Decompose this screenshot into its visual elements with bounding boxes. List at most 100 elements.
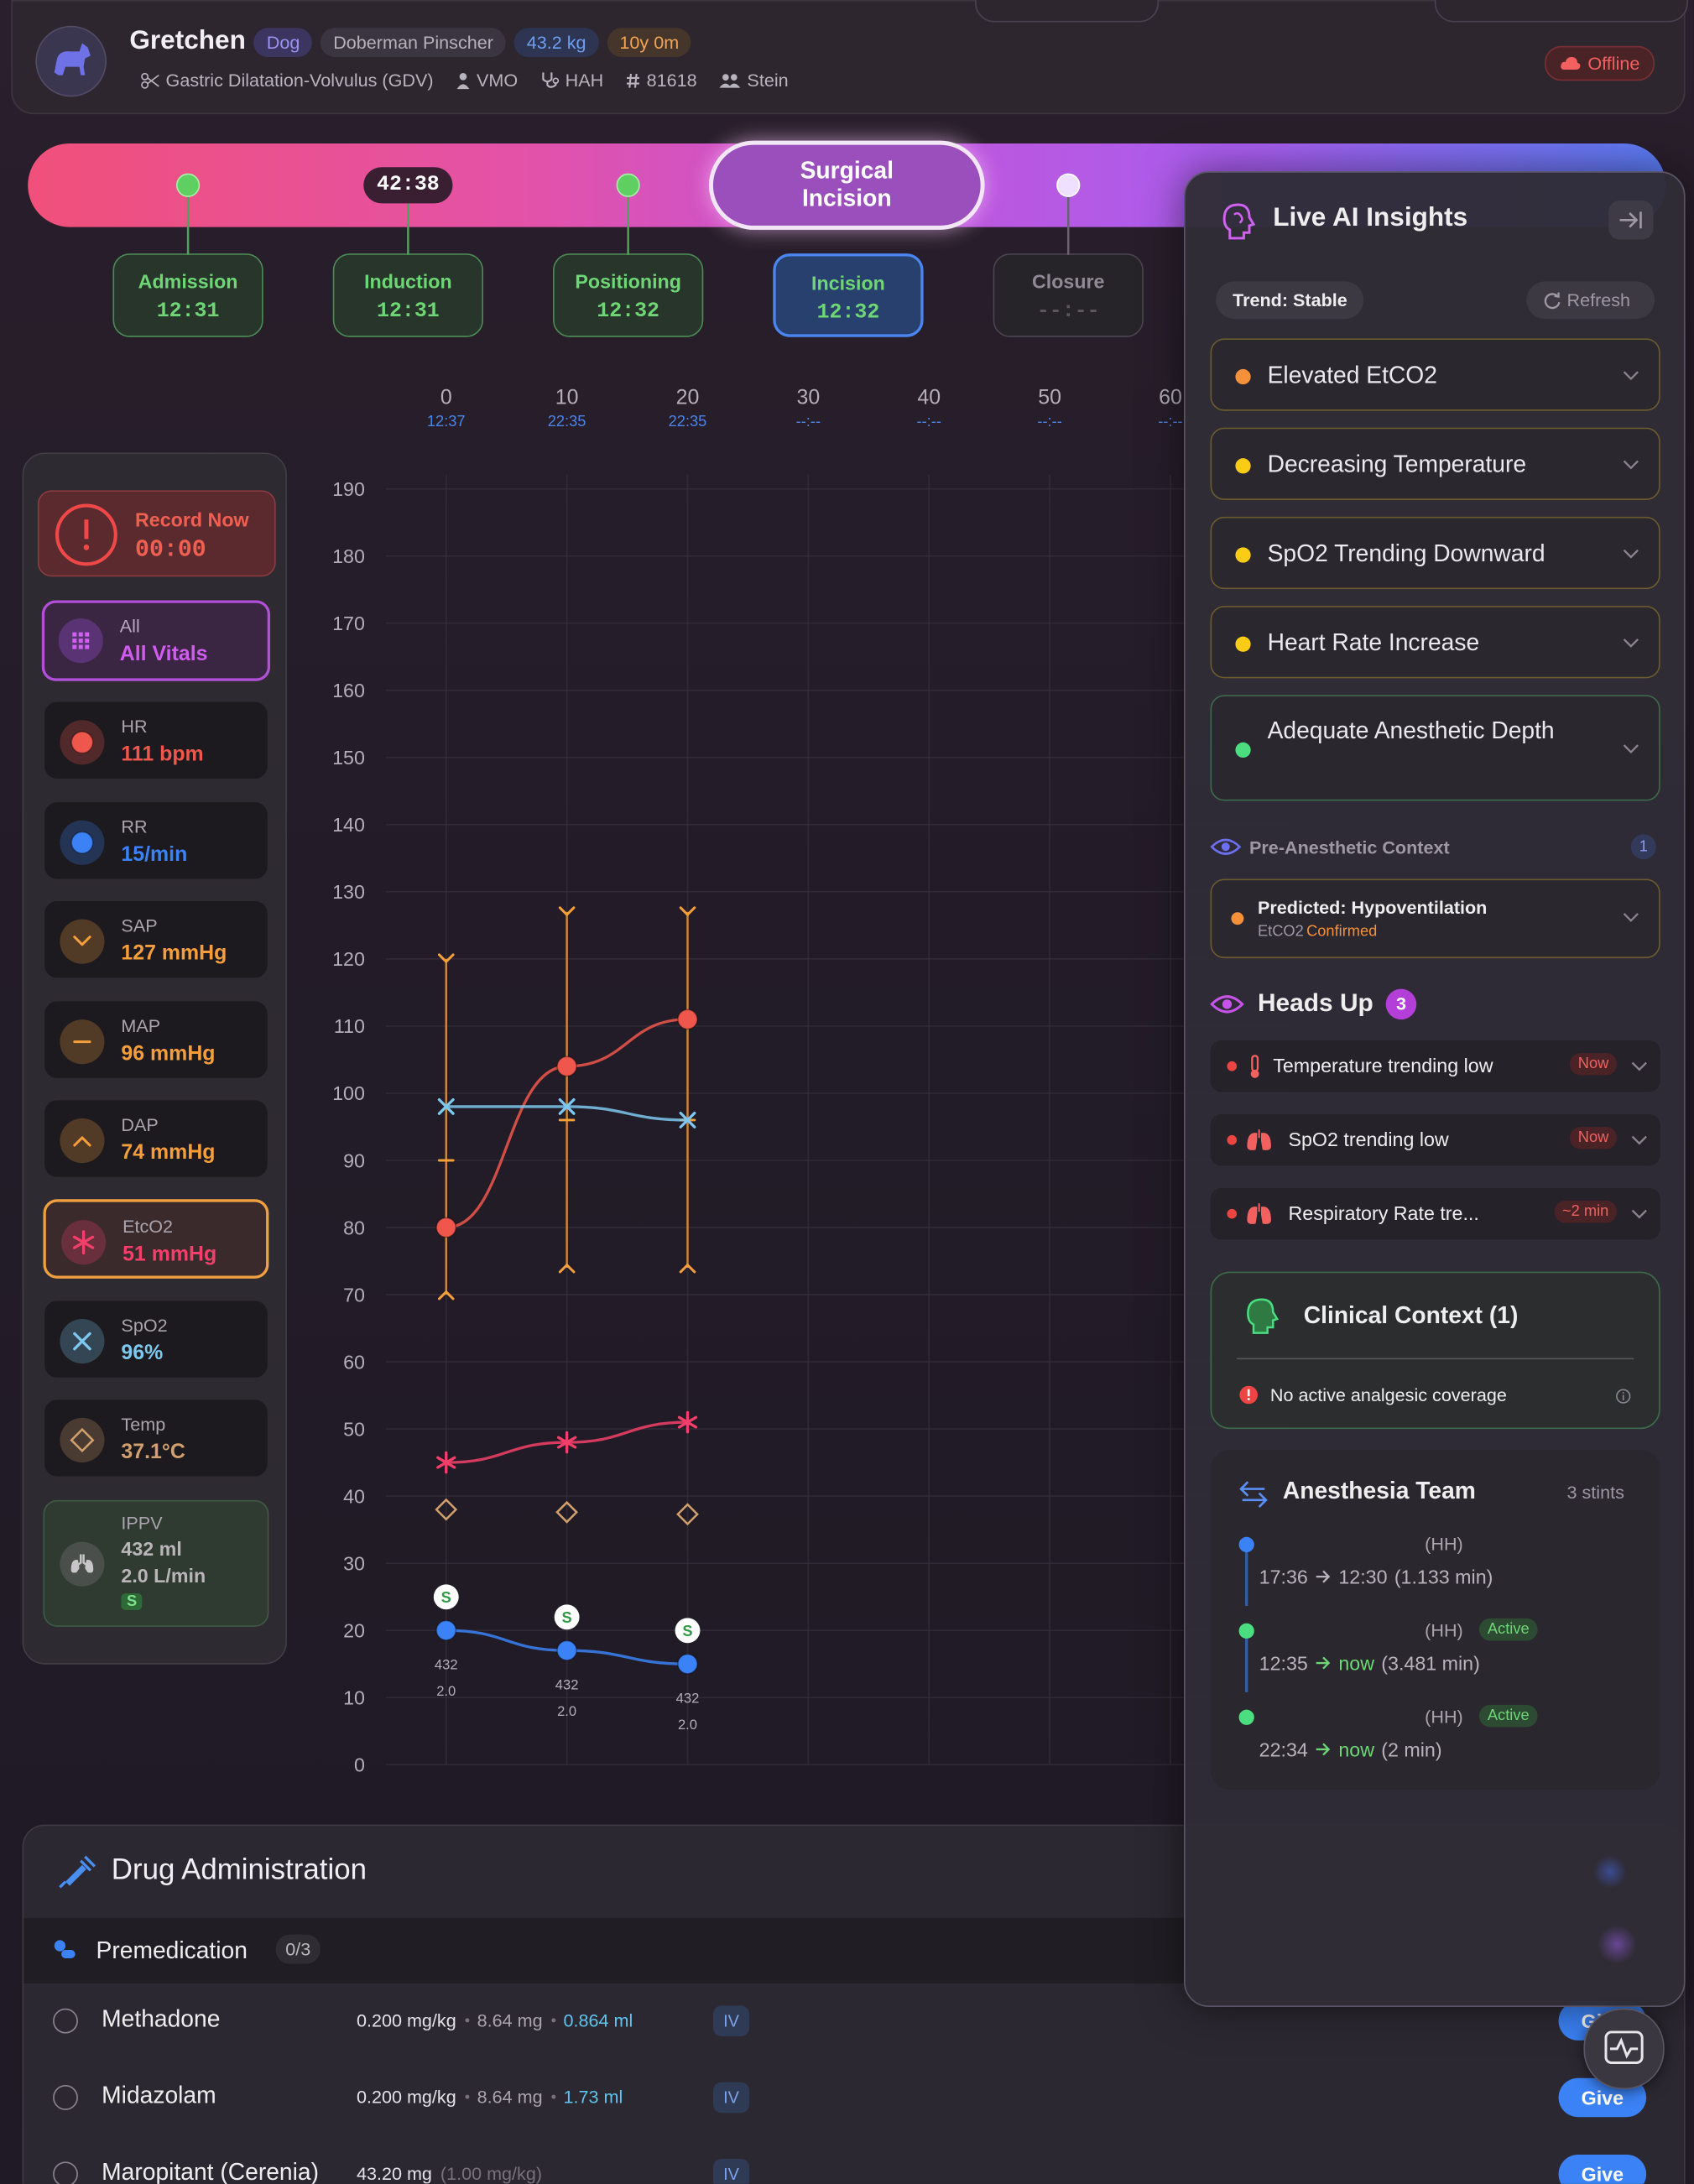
collapse-button[interactable] (1608, 201, 1654, 240)
x-tick-label: 0 (440, 385, 452, 409)
heads-up-time: Now (1569, 1126, 1618, 1149)
cloud-icon (1561, 56, 1581, 70)
insight-alert[interactable]: Heart Rate Increase (1210, 606, 1660, 679)
all-vitals-filter[interactable]: All All Vitals (41, 600, 271, 681)
heads-up-time: Now (1569, 1052, 1618, 1076)
stint-part: (2 min) (1381, 1738, 1442, 1761)
vital-card[interactable]: DAP 74 mmHg (43, 1099, 269, 1180)
team-icon (720, 73, 741, 87)
x-tick-label: 60 (1159, 385, 1182, 409)
vital-card[interactable]: MAP 96 mmHg (43, 999, 269, 1080)
vital-card[interactable]: RR 15/min (43, 800, 269, 880)
marker-diamond (435, 1498, 458, 1521)
heads-up-item[interactable]: Respiratory Rate tre... ~2 min (1210, 1187, 1660, 1240)
person-icon (456, 72, 470, 89)
age-chip: 10y 0m (607, 27, 692, 57)
vital-reading: 96 mmHg (121, 1041, 216, 1066)
stint-times: 22:34 now (2 min) (1259, 1738, 1442, 1761)
phase-name: Incision (811, 271, 885, 295)
drug-volume: 1.73 ml (563, 2086, 623, 2108)
info-icon[interactable] (1616, 1389, 1631, 1404)
expand-chevron (1623, 639, 1639, 648)
give-button[interactable]: Give (1558, 2155, 1647, 2184)
phase-name: Admission (138, 270, 238, 293)
location-text: HAH (565, 70, 604, 91)
icon-part (1250, 1069, 1259, 1078)
stint-dot (1238, 1536, 1254, 1553)
y-tick-label: 110 (334, 1015, 365, 1037)
heads-up-item[interactable]: SpO2 trending low Now (1210, 1114, 1660, 1166)
heads-up-text: SpO2 trending low (1288, 1128, 1449, 1151)
elapsed-timer: 42:38 (363, 167, 453, 204)
vital-icon-glyph (72, 1230, 95, 1255)
vital-name: Temp (121, 1414, 166, 1436)
stint-timeline (1238, 1536, 1254, 1725)
x-time-label: --:-- (917, 412, 941, 430)
patient-name: Gretchen (129, 26, 246, 56)
vital-card[interactable]: HR 111 bpm (43, 700, 269, 780)
status-text: Offline (1587, 53, 1640, 74)
insight-alert[interactable]: SpO2 Trending Downward (1210, 516, 1660, 590)
insight-alert[interactable]: Adequate Anesthetic Depth (1210, 695, 1660, 801)
drug-select[interactable] (53, 2008, 78, 2034)
marker-stroke (72, 1235, 95, 1249)
flow-label: 2.0 (678, 1717, 697, 1733)
ventilation-mode: IPPV (121, 1512, 163, 1534)
vital-reading: 111 bpm (121, 742, 204, 766)
x-time-label: 22:35 (669, 412, 707, 430)
phase-dot (1056, 173, 1081, 197)
vital-name: HR (121, 716, 148, 738)
marker-stroke (679, 906, 696, 916)
heads-up-item[interactable]: Temperature trending low Now (1210, 1040, 1660, 1092)
record-timer: 00:00 (135, 537, 206, 565)
phase-card[interactable]: Incision 12:32 (773, 253, 924, 337)
phase-name: Closure (1031, 270, 1105, 293)
marker-stroke (677, 1415, 698, 1429)
monitor-button[interactable] (1583, 2008, 1665, 2089)
heads-up-title: Heads Up (1257, 988, 1373, 1017)
divider (1237, 1358, 1634, 1360)
drug-dose-rate: 0.200 mg/kg (356, 2086, 456, 2108)
drug-dose: 8.64 mg (477, 2009, 543, 2031)
stint-dot (1238, 1623, 1254, 1639)
stint-part: 12:35 (1259, 1651, 1308, 1675)
expand-chevron (1623, 460, 1639, 470)
vital-card[interactable]: SAP 127 mmHg (43, 899, 269, 980)
insight-alert[interactable]: Decreasing Temperature (1210, 427, 1660, 500)
marker-stroke (558, 906, 576, 916)
insight-alert[interactable]: Elevated EtCO2 (1210, 338, 1660, 411)
record-now-button[interactable]: Record Now 00:00 (37, 490, 276, 577)
phase-dot (175, 173, 201, 197)
tidal-volume-label: 432 (676, 1691, 700, 1707)
expand-chevron (1623, 744, 1639, 754)
data-point (679, 1264, 696, 1274)
alert-dot (1235, 741, 1251, 758)
vital-icon-glyph (70, 831, 94, 854)
warning-glyph (1247, 1389, 1250, 1400)
service: VMO (456, 70, 518, 91)
ventilation-card[interactable]: IPPV 432 ml 2.0 L/min S (43, 1499, 269, 1627)
route-chip: IV (712, 2159, 750, 2184)
drug-select[interactable] (53, 2085, 78, 2110)
phase-card[interactable]: Induction 12:31 (332, 253, 484, 337)
route-chip: IV (712, 2005, 750, 2036)
vital-card[interactable]: SpO2 96% (43, 1299, 269, 1379)
vital-icon (60, 720, 105, 765)
stint-times: 12:35 now (3.481 min) (1259, 1652, 1480, 1675)
stint-part: 22:34 (1259, 1738, 1308, 1761)
phase-card[interactable]: Positioning 12:32 (553, 253, 704, 337)
vital-card[interactable]: Temp 37.1°C (43, 1398, 269, 1478)
refresh-button[interactable]: Refresh (1526, 281, 1655, 320)
prediction-card[interactable]: Predicted: Hypoventilation EtCO2 Confirm… (1210, 878, 1660, 959)
patient-avatar (35, 25, 107, 97)
procedure: Gastric Dilatation-Volvulus (GDV) (141, 70, 434, 91)
phase-card[interactable]: Closure --:-- (993, 253, 1144, 337)
marker-stroke (73, 1332, 91, 1350)
phase-card[interactable]: Admission 12:31 (112, 253, 263, 337)
vital-card[interactable]: EtcO2 51 mmHg (43, 1199, 269, 1279)
service-text: VMO (477, 70, 519, 91)
drug-select[interactable] (53, 2161, 78, 2184)
connection-status[interactable]: Offline (1544, 45, 1655, 81)
icon-part (1251, 1055, 1259, 1072)
data-point (437, 1097, 455, 1115)
